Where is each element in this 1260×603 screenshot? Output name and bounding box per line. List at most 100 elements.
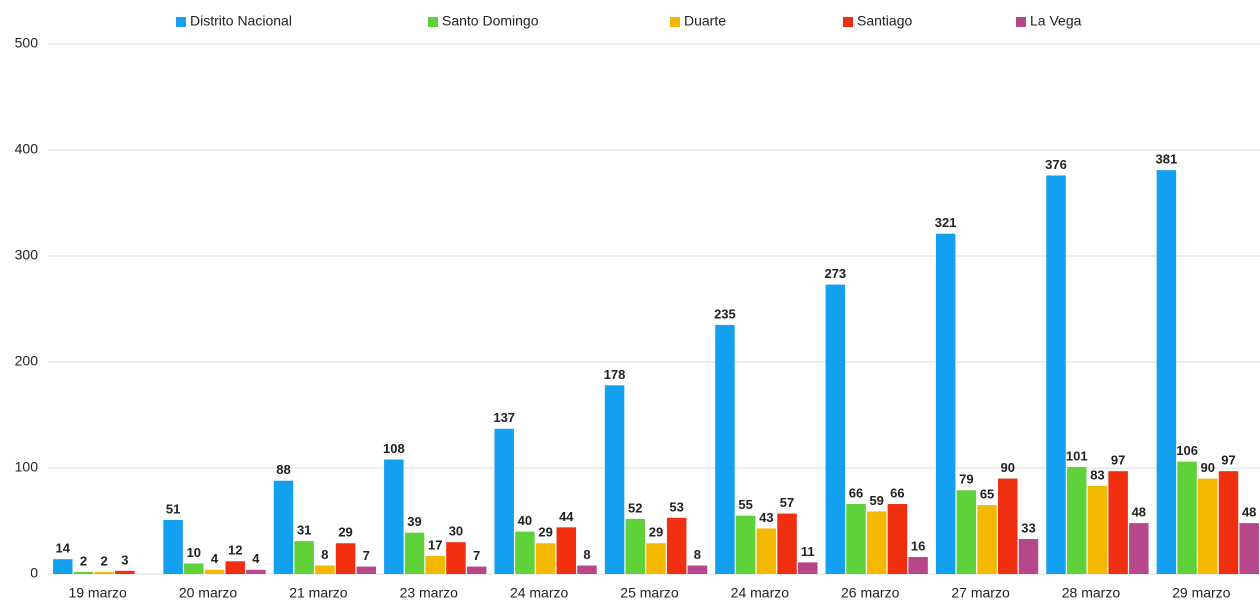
bar bbox=[977, 505, 997, 574]
bar bbox=[604, 385, 625, 574]
value-label: 16 bbox=[911, 538, 925, 553]
bar bbox=[1046, 175, 1066, 574]
bar bbox=[335, 543, 356, 574]
value-label: 90 bbox=[1001, 460, 1015, 475]
x-tick-label: 23 marzo bbox=[400, 585, 459, 601]
bar bbox=[797, 562, 818, 574]
bar bbox=[756, 528, 777, 574]
value-label: 12 bbox=[228, 543, 242, 558]
bar bbox=[1177, 461, 1197, 574]
value-label: 48 bbox=[1132, 505, 1146, 520]
legend-label: Duarte bbox=[684, 13, 726, 29]
x-tick-label: 28 marzo bbox=[1062, 585, 1121, 601]
value-label: 83 bbox=[1090, 467, 1104, 482]
value-label: 321 bbox=[935, 215, 957, 230]
value-label: 43 bbox=[759, 510, 773, 525]
bar bbox=[1087, 486, 1108, 574]
value-label: 48 bbox=[1242, 505, 1256, 520]
bar bbox=[887, 504, 908, 574]
bar bbox=[777, 513, 797, 574]
value-label: 4 bbox=[211, 551, 219, 566]
bar bbox=[825, 284, 846, 574]
value-label: 10 bbox=[187, 545, 201, 560]
bar bbox=[866, 511, 887, 574]
value-label: 376 bbox=[1045, 157, 1067, 172]
legend-label: Santiago bbox=[857, 13, 912, 29]
bar bbox=[556, 527, 577, 574]
value-label: 66 bbox=[849, 485, 863, 500]
bar bbox=[404, 532, 425, 574]
value-label: 2 bbox=[101, 553, 108, 568]
value-label: 57 bbox=[780, 495, 794, 510]
x-tick-label: 25 marzo bbox=[620, 585, 679, 601]
legend-swatch bbox=[670, 17, 680, 27]
value-label: 2 bbox=[80, 553, 87, 568]
bar bbox=[908, 557, 928, 574]
bar bbox=[384, 459, 404, 574]
bar bbox=[625, 518, 646, 574]
value-label: 97 bbox=[1111, 453, 1125, 468]
y-tick-label: 500 bbox=[15, 35, 39, 51]
bar bbox=[935, 233, 956, 575]
value-label: 7 bbox=[473, 548, 480, 563]
value-label: 51 bbox=[166, 501, 180, 516]
value-label: 235 bbox=[714, 306, 736, 321]
bar bbox=[315, 565, 335, 574]
value-label: 30 bbox=[449, 524, 463, 539]
bar bbox=[356, 566, 377, 574]
value-label: 44 bbox=[559, 509, 574, 524]
bar bbox=[1129, 523, 1149, 574]
legend-swatch bbox=[176, 17, 186, 27]
value-label: 106 bbox=[1176, 443, 1198, 458]
value-label: 29 bbox=[538, 525, 552, 540]
bar bbox=[1066, 466, 1087, 574]
bar bbox=[94, 571, 114, 574]
bar bbox=[998, 478, 1018, 574]
x-tick-label: 19 marzo bbox=[68, 585, 127, 601]
bar bbox=[646, 543, 666, 574]
bar bbox=[246, 569, 266, 574]
legend-label: La Vega bbox=[1030, 13, 1082, 29]
bar bbox=[425, 555, 445, 574]
bar bbox=[846, 504, 866, 574]
y-tick-label: 300 bbox=[15, 247, 39, 263]
legend-swatch bbox=[1016, 17, 1026, 27]
bar bbox=[1018, 539, 1039, 574]
y-tick-label: 400 bbox=[15, 141, 39, 157]
legend-swatch bbox=[843, 17, 853, 27]
bar bbox=[494, 428, 514, 574]
value-label: 55 bbox=[738, 497, 752, 512]
value-label: 8 bbox=[321, 547, 328, 562]
bar bbox=[225, 561, 245, 574]
value-label: 97 bbox=[1221, 453, 1235, 468]
legend-label: Santo Domingo bbox=[442, 13, 539, 29]
bar bbox=[466, 566, 487, 574]
value-label: 31 bbox=[297, 523, 311, 538]
bar bbox=[956, 490, 977, 574]
value-label: 108 bbox=[383, 441, 405, 456]
bar bbox=[1218, 471, 1239, 574]
bar bbox=[1198, 478, 1218, 574]
value-label: 39 bbox=[407, 514, 421, 529]
value-label: 8 bbox=[694, 547, 701, 562]
value-label: 137 bbox=[493, 410, 515, 425]
value-label: 17 bbox=[428, 537, 442, 552]
x-tick-label: 26 marzo bbox=[841, 585, 900, 601]
bar bbox=[273, 480, 294, 574]
bar bbox=[163, 519, 183, 574]
value-label: 33 bbox=[1021, 520, 1035, 535]
x-tick-label: 29 marzo bbox=[1172, 585, 1231, 601]
legend-label: Distrito Nacional bbox=[190, 13, 292, 29]
x-tick-label: 24 marzo bbox=[731, 585, 790, 601]
value-label: 53 bbox=[669, 499, 683, 514]
bar bbox=[577, 565, 597, 574]
value-label: 101 bbox=[1066, 448, 1088, 463]
value-label: 8 bbox=[583, 547, 590, 562]
value-label: 66 bbox=[890, 485, 904, 500]
value-label: 40 bbox=[518, 513, 532, 528]
value-label: 79 bbox=[959, 472, 973, 487]
value-label: 29 bbox=[649, 525, 663, 540]
value-label: 381 bbox=[1156, 152, 1178, 167]
value-label: 59 bbox=[869, 493, 883, 508]
